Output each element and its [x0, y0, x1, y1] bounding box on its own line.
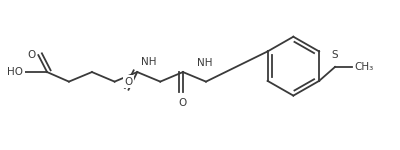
- Text: O: O: [27, 50, 35, 60]
- Text: CH₃: CH₃: [354, 62, 373, 72]
- Text: O: O: [124, 77, 133, 87]
- Text: O: O: [179, 98, 187, 108]
- Text: NH: NH: [141, 57, 156, 67]
- Text: NH: NH: [197, 58, 212, 68]
- Text: S: S: [332, 50, 338, 60]
- Text: HO: HO: [7, 67, 23, 77]
